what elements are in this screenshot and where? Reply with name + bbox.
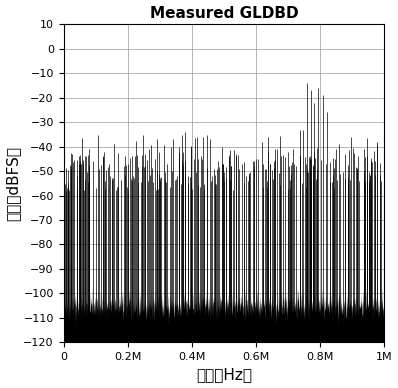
Y-axis label: 幅度（dBFS）: 幅度（dBFS） bbox=[6, 146, 21, 221]
Title: Measured GLDBD: Measured GLDBD bbox=[150, 5, 298, 21]
X-axis label: 频率（Hz）: 频率（Hz） bbox=[196, 367, 252, 383]
